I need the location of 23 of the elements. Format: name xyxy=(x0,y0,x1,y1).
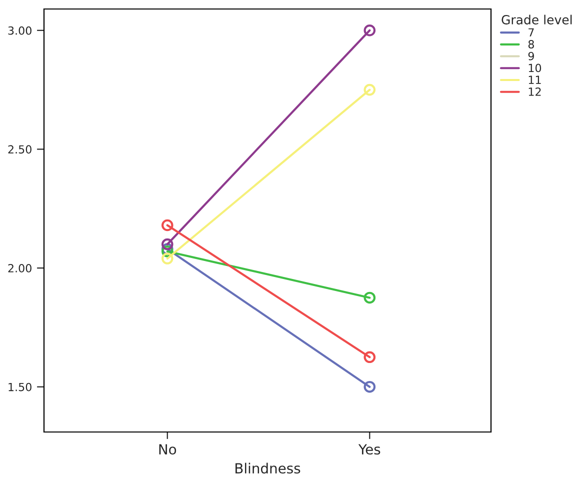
legend-label: 9 xyxy=(528,52,534,60)
legend-label: 12 xyxy=(528,88,541,96)
point xyxy=(364,380,376,393)
legend-label: 7 xyxy=(528,28,534,36)
point xyxy=(364,292,376,304)
legend-label: 8 xyxy=(528,40,534,48)
x-axis-title: Blindness xyxy=(236,462,300,474)
point xyxy=(161,238,174,250)
point xyxy=(364,84,376,96)
x-tick-label: Yes xyxy=(358,444,380,455)
y-tick-label: 1.50 xyxy=(8,382,32,392)
point xyxy=(364,24,376,36)
y-tick-label: 2.50 xyxy=(8,145,32,154)
point xyxy=(161,219,174,232)
point xyxy=(161,252,174,264)
y-tick-label: 2.00 xyxy=(8,264,32,272)
legend-label: 10 xyxy=(528,64,542,72)
point xyxy=(364,351,376,364)
y-tick-label: 3.00 xyxy=(8,26,32,35)
legend-title: Grade level xyxy=(502,14,572,24)
legend-label: 11 xyxy=(528,76,541,84)
point xyxy=(161,245,174,258)
x-tick-label: No xyxy=(159,444,176,455)
